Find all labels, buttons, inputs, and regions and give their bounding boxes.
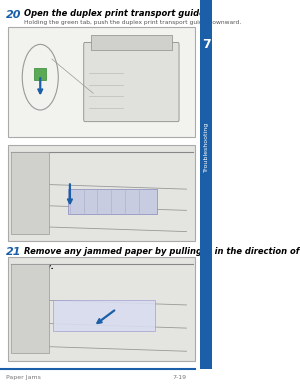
FancyBboxPatch shape — [84, 42, 179, 122]
Text: 20: 20 — [6, 10, 22, 20]
FancyArrowPatch shape — [68, 184, 72, 203]
Text: Open the duplex print transport guide.: Open the duplex print transport guide. — [24, 9, 208, 18]
Circle shape — [22, 44, 58, 110]
Bar — [91, 35, 172, 50]
Bar — [68, 189, 157, 214]
Bar — [8, 145, 195, 241]
FancyArrowPatch shape — [98, 310, 114, 323]
FancyBboxPatch shape — [52, 300, 155, 331]
Bar — [8, 27, 195, 137]
Text: Holding the green tab, push the duplex print transport guide downward.: Holding the green tab, push the duplex p… — [24, 20, 242, 25]
Bar — [8, 257, 195, 361]
Bar — [200, 0, 212, 369]
Text: Paper Jams: Paper Jams — [6, 375, 41, 380]
Bar — [34, 68, 46, 80]
Text: 7: 7 — [202, 38, 210, 51]
Bar — [11, 152, 49, 234]
Text: Remove any jammed paper by pulling it in the direction of the: Remove any jammed paper by pulling it in… — [24, 247, 300, 256]
Text: arrow.: arrow. — [24, 262, 54, 271]
Text: 7-19: 7-19 — [172, 375, 187, 380]
FancyArrowPatch shape — [38, 78, 42, 93]
Text: Troubleshooting: Troubleshooting — [204, 122, 208, 172]
Bar — [11, 264, 49, 353]
Text: 21: 21 — [6, 247, 22, 257]
